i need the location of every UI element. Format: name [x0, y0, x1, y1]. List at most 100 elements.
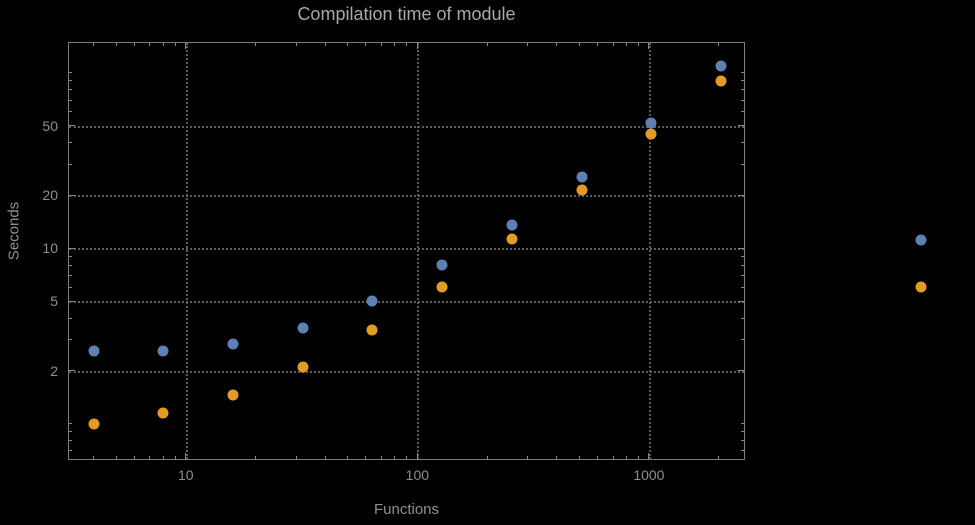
y-minor-tick — [741, 72, 744, 74]
legend-marker — [915, 281, 927, 293]
y-minor-tick — [69, 339, 72, 341]
x-tick-label: 10 — [177, 467, 194, 483]
data-point-series-2 — [576, 184, 588, 196]
plot-frame — [68, 42, 745, 460]
data-point-series-2 — [506, 233, 518, 245]
x-minor-tick — [93, 43, 95, 46]
x-minor-tick — [174, 456, 176, 459]
x-minor-tick — [254, 43, 256, 46]
x-minor-tick — [133, 456, 135, 459]
y-minor-tick — [69, 264, 72, 266]
y-tick-label: 5 — [50, 293, 58, 310]
x-minor-tick — [527, 43, 529, 46]
y-major-tick — [69, 370, 75, 372]
y-minor-tick — [69, 440, 72, 442]
x-minor-tick — [93, 456, 95, 459]
y-minor-tick — [69, 80, 72, 82]
y-minor-tick — [741, 142, 744, 144]
x-tick-label: 100 — [405, 467, 430, 483]
data-point-series-1 — [227, 338, 239, 350]
x-minor-tick — [556, 43, 558, 46]
y-minor-tick — [69, 72, 72, 74]
x-major-tick — [648, 453, 650, 459]
x-minor-tick — [347, 456, 349, 459]
y-minor-tick — [69, 99, 72, 101]
gridline-vertical — [185, 43, 188, 459]
data-point-series-1 — [157, 345, 169, 357]
y-minor-tick — [741, 450, 744, 452]
x-minor-tick — [115, 456, 117, 459]
y-minor-tick — [741, 431, 744, 433]
x-minor-tick — [394, 43, 396, 46]
y-minor-tick — [741, 99, 744, 101]
x-minor-tick — [625, 456, 627, 459]
data-point-series-2 — [645, 128, 657, 140]
x-major-tick — [185, 453, 187, 459]
x-minor-tick — [295, 43, 297, 46]
y-minor-tick — [741, 264, 744, 266]
data-point-series-1 — [297, 322, 309, 334]
x-minor-tick — [365, 456, 367, 459]
y-tick-label: 10 — [42, 240, 58, 257]
chart-title: Compilation time of module — [297, 4, 516, 24]
y-minor-tick — [69, 431, 72, 433]
x-minor-tick — [406, 456, 408, 459]
x-minor-tick — [406, 43, 408, 46]
y-minor-tick — [741, 274, 744, 276]
y-minor-tick — [741, 255, 744, 257]
x-minor-tick — [324, 43, 326, 46]
x-minor-tick — [254, 456, 256, 459]
x-minor-tick — [527, 456, 529, 459]
data-point-series-1 — [645, 117, 657, 129]
x-minor-tick — [133, 43, 135, 46]
x-minor-tick — [149, 456, 151, 459]
data-point-series-2 — [436, 281, 448, 293]
x-tick-label: 1000 — [633, 467, 665, 483]
x-minor-tick — [612, 43, 614, 46]
y-minor-tick — [741, 286, 744, 288]
gridline-horizontal — [69, 370, 744, 373]
x-minor-tick — [718, 456, 720, 459]
gridline-horizontal — [69, 195, 744, 198]
x-major-tick — [416, 453, 418, 459]
y-minor-tick — [741, 111, 744, 113]
y-minor-tick — [741, 317, 744, 319]
y-major-tick — [738, 125, 744, 127]
x-major-tick — [416, 43, 418, 49]
x-minor-tick — [612, 456, 614, 459]
y-major-tick — [69, 125, 75, 127]
data-point-series-1 — [88, 345, 100, 357]
y-minor-tick — [69, 423, 72, 425]
gridline-horizontal — [69, 301, 744, 304]
y-minor-tick — [69, 286, 72, 288]
x-minor-tick — [486, 43, 488, 46]
gridline-vertical — [648, 43, 651, 459]
y-minor-tick — [741, 440, 744, 442]
y-minor-tick — [69, 255, 72, 257]
x-minor-tick — [578, 43, 580, 46]
x-minor-tick — [578, 456, 580, 459]
data-point-series-2 — [366, 324, 378, 336]
data-point-series-1 — [715, 60, 727, 72]
x-minor-tick — [162, 456, 164, 459]
x-minor-tick — [115, 43, 117, 46]
x-minor-tick — [486, 456, 488, 459]
legend-marker — [915, 234, 927, 246]
gridline-vertical — [417, 43, 420, 459]
y-major-tick — [69, 194, 75, 196]
x-axis-label: Functions — [373, 501, 440, 518]
data-point-series-1 — [366, 295, 378, 307]
data-point-series-1 — [506, 219, 518, 231]
x-minor-tick — [637, 43, 639, 46]
y-major-tick — [738, 300, 744, 302]
x-minor-tick — [347, 43, 349, 46]
data-point-series-2 — [297, 361, 309, 373]
y-major-tick — [738, 247, 744, 249]
y-major-tick — [69, 247, 75, 249]
y-minor-tick — [741, 339, 744, 341]
y-minor-tick — [741, 89, 744, 91]
x-minor-tick — [394, 456, 396, 459]
y-minor-tick — [69, 142, 72, 144]
y-minor-tick — [741, 164, 744, 166]
